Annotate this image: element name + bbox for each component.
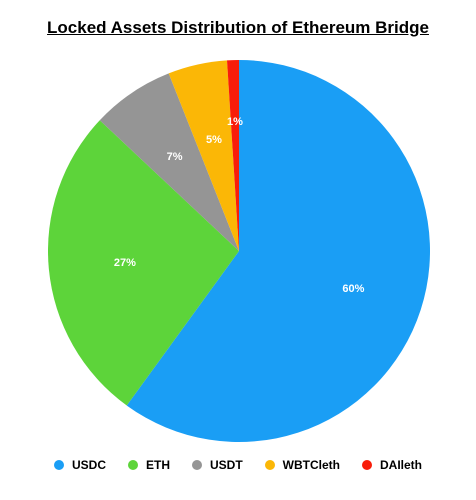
legend-swatch	[192, 460, 202, 470]
legend-swatch	[53, 460, 64, 470]
legend-item-eth: ETH	[128, 458, 170, 472]
chart-legend: USDC ETH USDT WBTCleth DAIleth	[0, 458, 476, 472]
legend-label: ETH	[146, 458, 170, 472]
pie-chart: 60% 27% 7% 5% 1%	[47, 60, 430, 442]
pie-slice-usdc	[126, 60, 430, 442]
chart-title: Locked Assets Distribution of Ethereum B…	[47, 18, 429, 37]
legend-swatch	[264, 460, 275, 470]
legend-swatch	[128, 460, 138, 470]
legend-item-wbtcleth: WBTCleth	[264, 458, 340, 472]
pie-slice-wbtcleth	[168, 60, 239, 252]
legend-label: WBTCleth	[282, 458, 340, 472]
data-label-daileth: 1%	[227, 116, 243, 128]
legend-item-usdt: USDT	[192, 458, 243, 472]
legend-item-daileth: DAIleth	[362, 458, 422, 472]
data-label-eth: 27%	[114, 257, 136, 269]
pie-slice-daileth	[227, 60, 239, 251]
data-label-wbtcleth: 5%	[206, 134, 222, 146]
pie-slice-usdt	[99, 73, 239, 251]
legend-label: USDC	[71, 458, 106, 472]
legend-item-usdc: USDC	[53, 458, 106, 472]
pie-slice-eth	[47, 120, 239, 406]
data-label-usdt: 7%	[167, 151, 183, 163]
data-label-usdc: 60%	[342, 283, 364, 295]
legend-label: DAIleth	[380, 458, 422, 472]
legend-swatch	[362, 460, 372, 470]
legend-label: USDT	[210, 458, 243, 472]
